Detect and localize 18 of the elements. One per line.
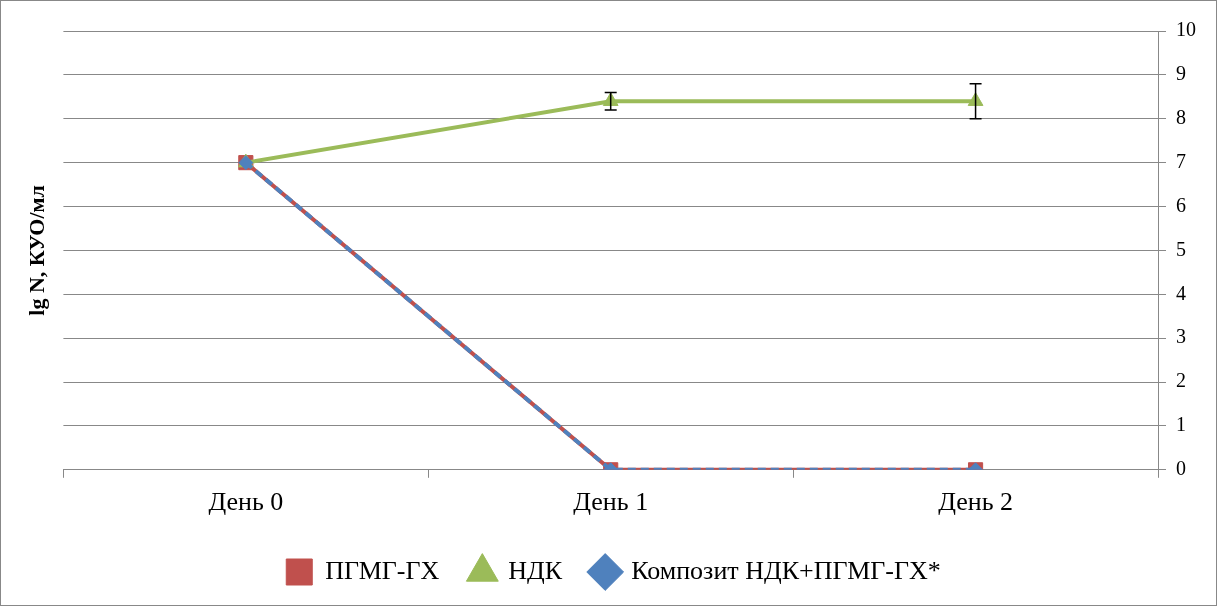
x-tick-label: День 1 <box>573 487 649 517</box>
x-tick-label: День 0 <box>208 487 284 517</box>
x-tick-label: День 2 <box>938 487 1013 517</box>
legend-label: НДК <box>508 555 563 585</box>
y-tick-label: 10 <box>1176 18 1196 41</box>
y-tick-label: 2 <box>1176 369 1186 392</box>
y-tick-label: 4 <box>1176 281 1186 304</box>
legend-label: Композит НДК+ПГМГ-ГХ* <box>631 555 941 585</box>
y-tick-label: 6 <box>1176 193 1186 216</box>
y-tick-label: 1 <box>1176 413 1186 436</box>
y-tick-label: 3 <box>1176 325 1186 348</box>
y-tick-label: 9 <box>1176 62 1186 85</box>
legend-label: ПГМГ-ГХ <box>325 555 440 585</box>
y-tick-label: 7 <box>1176 149 1186 172</box>
y-axis-title: lg N, КУО/мл <box>23 185 49 316</box>
y-tick-label: 0 <box>1176 457 1186 480</box>
y-tick-label: 5 <box>1176 237 1186 260</box>
y-tick-label: 8 <box>1176 106 1186 129</box>
